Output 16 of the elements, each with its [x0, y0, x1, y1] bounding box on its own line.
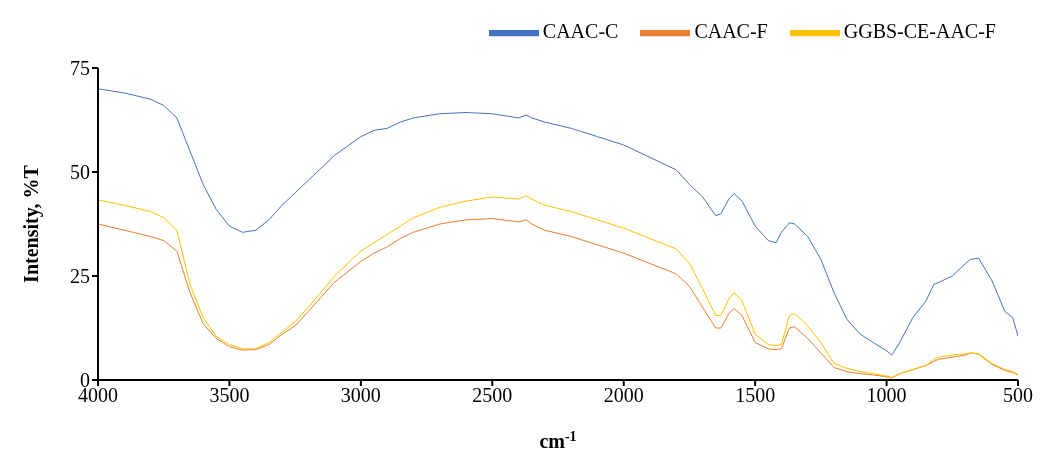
x-axis-title: cm$^{-1}$: [539, 428, 577, 452]
y-tick-label: 75: [70, 57, 90, 80]
x-tick-label: 1000: [866, 384, 907, 407]
y-tick-label: 50: [70, 161, 90, 184]
x-tick-label: 2500: [472, 384, 513, 407]
x-tick-label: 1500: [735, 384, 776, 407]
legend-label: CAAC-F: [694, 19, 768, 42]
legend-label: CAAC-C: [542, 19, 619, 42]
x-tick-label: 2000: [603, 384, 644, 407]
x-tick-label: 3500: [209, 384, 250, 407]
x-tick-label: 500: [1003, 384, 1033, 407]
line-series: [98, 88, 1018, 356]
y-tick-label: 25: [70, 265, 90, 288]
y-axis-title: Intensity, %T: [20, 164, 43, 283]
legend-label: GGBS-CE-AAC-F: [843, 19, 996, 42]
x-tick-label: 3000: [340, 384, 381, 407]
